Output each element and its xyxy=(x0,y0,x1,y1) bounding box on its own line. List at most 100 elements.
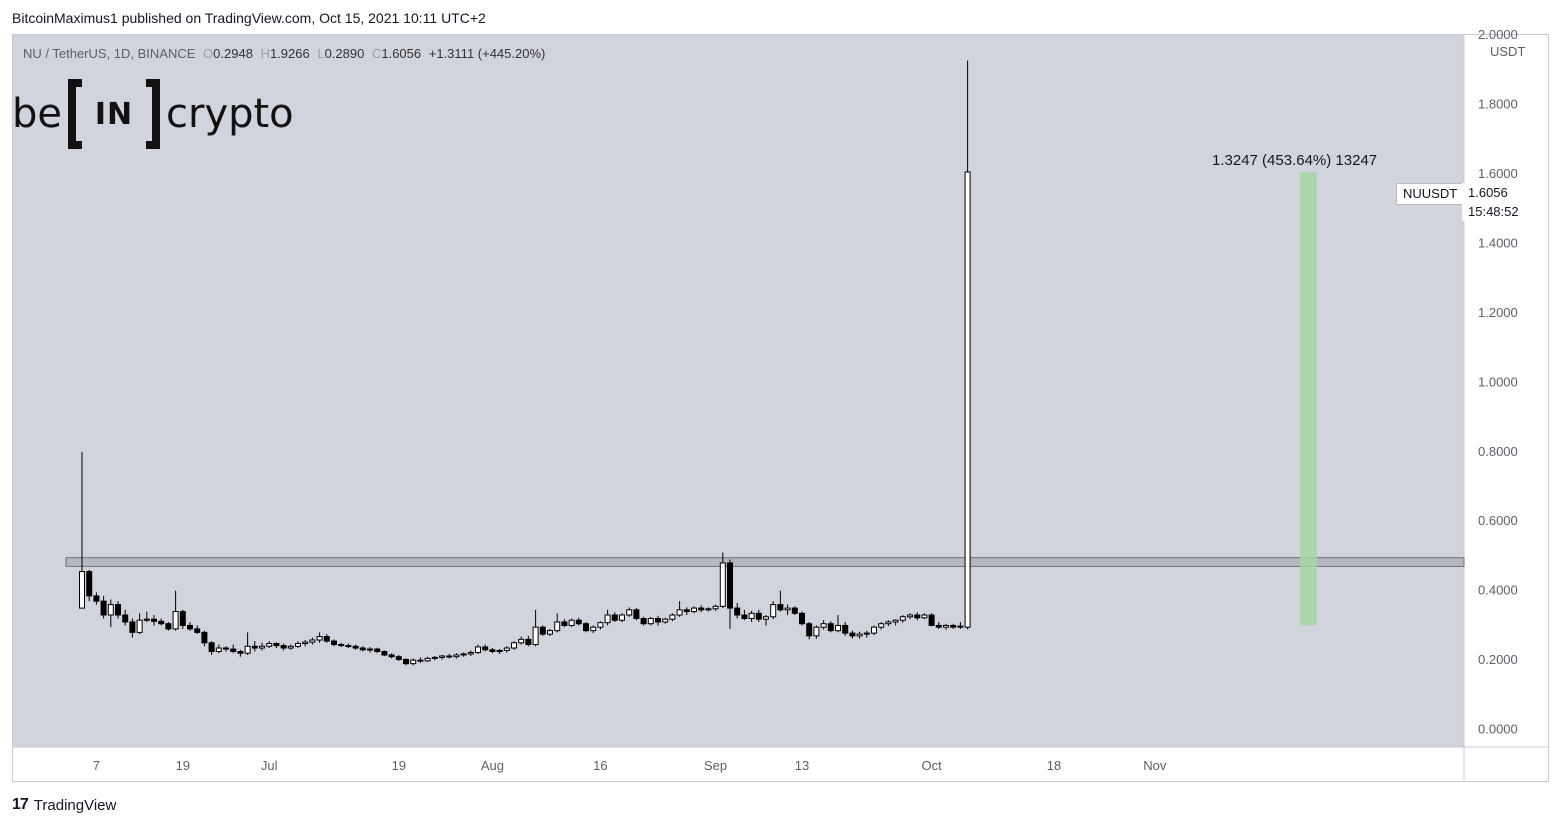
candle-down xyxy=(395,656,402,660)
candle-down xyxy=(655,617,661,623)
candle-down xyxy=(842,624,849,634)
x-tick-label: 19 xyxy=(392,758,406,773)
measure-label: 1.3247 (453.64%) 13247 xyxy=(1212,152,1378,169)
candle-up xyxy=(431,656,438,659)
y-tick-label: 0.0000 xyxy=(1478,722,1518,737)
candle-up xyxy=(467,652,474,655)
candle-down xyxy=(388,654,395,658)
candle-down xyxy=(611,614,618,621)
candle-up xyxy=(143,618,150,621)
last-price-tag: NUUSDT 1.6056 15:48:52 xyxy=(1396,183,1536,221)
candle-up xyxy=(647,617,654,625)
x-tick-label: Nov xyxy=(1143,758,1167,773)
candle-up xyxy=(244,645,251,654)
candle-up xyxy=(107,604,114,616)
candle-up xyxy=(748,612,755,619)
candle-down xyxy=(806,623,813,637)
candle-up xyxy=(453,654,460,658)
candle-down xyxy=(237,650,244,654)
beincrypto-logo: be IN crypto xyxy=(12,74,294,154)
candle-up xyxy=(957,625,964,628)
logo-bracket-box: IN xyxy=(68,79,160,149)
candle-up xyxy=(691,607,697,613)
open-value: 0.2948 xyxy=(213,46,253,61)
candle-up xyxy=(907,614,913,618)
x-tick-label: 19 xyxy=(176,758,190,773)
candle-up xyxy=(511,642,517,649)
candle-up xyxy=(863,632,870,635)
candle-down xyxy=(208,642,215,652)
candle-down xyxy=(93,595,100,602)
candle-down xyxy=(122,614,129,623)
candle-down xyxy=(230,648,237,652)
candle-down xyxy=(489,649,496,652)
candle-up xyxy=(518,638,525,644)
candle-up xyxy=(835,624,841,632)
candle-down xyxy=(849,632,856,637)
candle-down xyxy=(194,628,201,633)
candle-up xyxy=(964,171,971,628)
candle-down xyxy=(345,645,352,648)
candle-up xyxy=(604,614,611,624)
tradingview-footer[interactable]: 17 TradingView xyxy=(12,796,116,814)
candle-down xyxy=(950,624,957,628)
candle-down xyxy=(251,645,258,649)
candle-up xyxy=(871,626,877,634)
candle-down xyxy=(633,609,640,619)
candle-down xyxy=(640,617,647,625)
candle-down xyxy=(129,621,136,633)
candle-up xyxy=(302,641,309,644)
candle-down xyxy=(331,640,337,646)
candle-down xyxy=(374,648,381,652)
candle-down xyxy=(338,644,345,647)
candle-up xyxy=(309,639,316,643)
candle-up xyxy=(266,642,273,647)
ohlc-legend: NU / TetherUS, 1D, BINANCE O0.2948 H1.92… xyxy=(23,46,545,61)
plot-background xyxy=(13,35,1464,747)
change-value: +1.3111 (+445.20%) xyxy=(428,46,546,61)
candle-down xyxy=(928,614,935,626)
candle-down xyxy=(223,647,229,650)
candle-down xyxy=(791,607,798,614)
candle-up xyxy=(554,621,561,632)
candle-down xyxy=(446,655,453,658)
candle-up xyxy=(626,609,633,616)
candle-down xyxy=(799,612,805,625)
candle-down xyxy=(755,612,762,620)
candle-up xyxy=(705,608,712,611)
candle-up xyxy=(259,645,265,649)
y-tick-label: 1.4000 xyxy=(1478,235,1518,250)
resistance-zone xyxy=(65,557,1465,567)
candle-up xyxy=(215,647,222,652)
close-key: C xyxy=(371,46,382,61)
candle-up xyxy=(676,609,683,616)
candle-up xyxy=(460,653,467,656)
candle-up xyxy=(79,571,85,609)
candle-down xyxy=(381,650,388,656)
candle-up xyxy=(547,630,553,635)
candle-up xyxy=(295,642,301,647)
candle-down xyxy=(179,611,186,626)
y-tick-label: 2.0000 xyxy=(1478,27,1518,42)
x-tick-label: Oct xyxy=(921,758,942,773)
y-tick-label: 0.4000 xyxy=(1478,583,1518,598)
candle-down xyxy=(539,626,546,635)
y-tick-label: 1.2000 xyxy=(1478,305,1518,320)
x-tick-label: Aug xyxy=(481,758,504,773)
candle-down xyxy=(403,658,409,665)
candle-up xyxy=(669,614,676,620)
candle-down xyxy=(575,619,582,625)
low-value: 0.2890 xyxy=(324,46,365,61)
high-key: H xyxy=(260,46,270,61)
candle-up xyxy=(899,616,906,621)
price-tag-symbol: NUUSDT xyxy=(1396,183,1465,205)
candle-down xyxy=(583,623,589,632)
close-value: 1.6056 xyxy=(381,46,422,61)
candle-up xyxy=(662,618,669,623)
candle-down xyxy=(359,647,366,651)
high-value: 1.9266 xyxy=(269,46,310,61)
candle-down xyxy=(482,646,489,651)
price-tag-value: 1.6056 xyxy=(1462,183,1536,203)
candle-up xyxy=(439,655,445,658)
